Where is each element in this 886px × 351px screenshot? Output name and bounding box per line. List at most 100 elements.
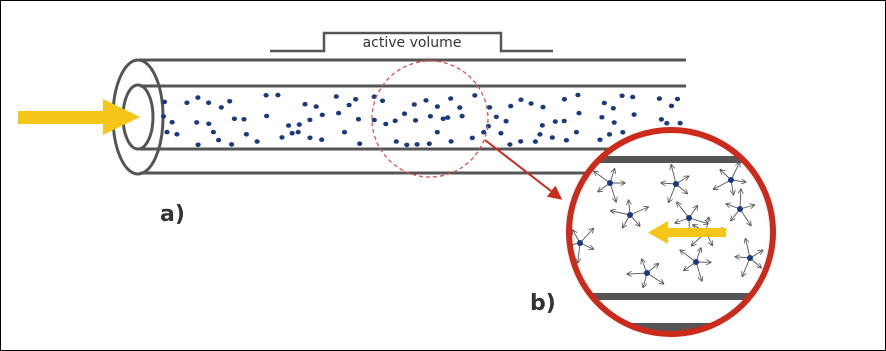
particle xyxy=(448,96,454,101)
active-volume-label: active volume xyxy=(363,35,462,51)
particle xyxy=(412,118,419,123)
particle xyxy=(561,118,567,124)
scattering-particle xyxy=(661,165,689,203)
particle xyxy=(404,142,410,148)
particle xyxy=(307,135,313,141)
particle xyxy=(355,116,362,122)
particle xyxy=(227,99,233,104)
particle xyxy=(656,96,663,101)
particle xyxy=(426,141,432,146)
particle xyxy=(401,111,408,116)
zoom-region-circle xyxy=(371,60,489,178)
particle xyxy=(336,110,342,116)
particle xyxy=(448,139,454,144)
particle xyxy=(537,132,543,137)
particle xyxy=(518,139,524,144)
particle xyxy=(606,132,613,137)
particle xyxy=(231,116,237,122)
particle xyxy=(427,114,433,119)
particle xyxy=(341,129,348,135)
particle xyxy=(371,117,377,123)
particle xyxy=(286,123,292,128)
particle xyxy=(611,120,617,125)
particle xyxy=(677,120,683,126)
particle xyxy=(487,105,493,110)
scattering-particle xyxy=(726,189,755,226)
particle xyxy=(472,93,478,98)
particle xyxy=(601,100,607,106)
particle xyxy=(414,142,420,147)
particle xyxy=(319,137,325,142)
particle xyxy=(445,115,451,120)
particle xyxy=(174,132,180,137)
particle xyxy=(518,97,524,102)
particle xyxy=(498,130,504,136)
particle xyxy=(319,112,325,118)
particle xyxy=(434,104,440,109)
particle xyxy=(206,121,212,127)
particle xyxy=(393,139,399,144)
particle xyxy=(254,139,260,144)
particle xyxy=(539,123,545,128)
particle xyxy=(576,110,582,116)
particle xyxy=(469,135,475,141)
particle xyxy=(169,119,175,125)
particle xyxy=(195,95,201,100)
particle xyxy=(599,115,605,120)
scattering-particle xyxy=(594,169,625,202)
active-volume-bracket xyxy=(270,31,553,53)
zoom-arrow xyxy=(484,139,563,200)
particle xyxy=(313,104,319,109)
particle xyxy=(307,117,313,123)
particle xyxy=(379,98,386,104)
particle xyxy=(619,93,625,99)
particle xyxy=(279,135,285,140)
particle xyxy=(561,97,568,102)
particle xyxy=(528,101,534,106)
particle xyxy=(631,112,637,117)
particle xyxy=(668,103,675,109)
scattering-particle xyxy=(611,200,649,228)
particle xyxy=(218,105,224,110)
particle xyxy=(563,138,570,143)
particle xyxy=(440,116,446,122)
particle xyxy=(383,121,389,127)
particle xyxy=(302,101,308,107)
particle xyxy=(243,132,249,137)
particle xyxy=(503,118,509,124)
particle xyxy=(263,93,269,98)
particle xyxy=(507,142,513,147)
particle xyxy=(540,104,546,110)
particle xyxy=(610,106,616,111)
particle xyxy=(485,123,491,129)
particle xyxy=(549,135,555,140)
particle xyxy=(434,129,440,135)
label-b: b) xyxy=(530,291,556,316)
scattering-particle xyxy=(627,259,664,288)
particle xyxy=(630,94,636,100)
magnified-view xyxy=(566,127,776,337)
label-a: a) xyxy=(160,202,185,227)
particle xyxy=(195,142,201,148)
particle xyxy=(459,113,465,119)
particle xyxy=(353,97,359,102)
particle xyxy=(160,114,167,119)
laser-direction-arrow xyxy=(648,221,726,244)
particle xyxy=(508,103,514,109)
core-particles xyxy=(160,92,684,148)
scattering-particle xyxy=(735,239,763,277)
scattering-particle xyxy=(675,202,708,233)
particle xyxy=(597,137,603,143)
particle xyxy=(194,120,200,125)
magnified-particles xyxy=(569,162,763,288)
particle xyxy=(289,130,295,136)
particle xyxy=(164,129,170,135)
particle xyxy=(206,100,212,105)
particle xyxy=(264,113,270,119)
particle xyxy=(532,139,539,144)
particle xyxy=(161,99,168,105)
particle xyxy=(620,130,626,135)
particle xyxy=(357,141,363,146)
particle xyxy=(573,129,580,135)
